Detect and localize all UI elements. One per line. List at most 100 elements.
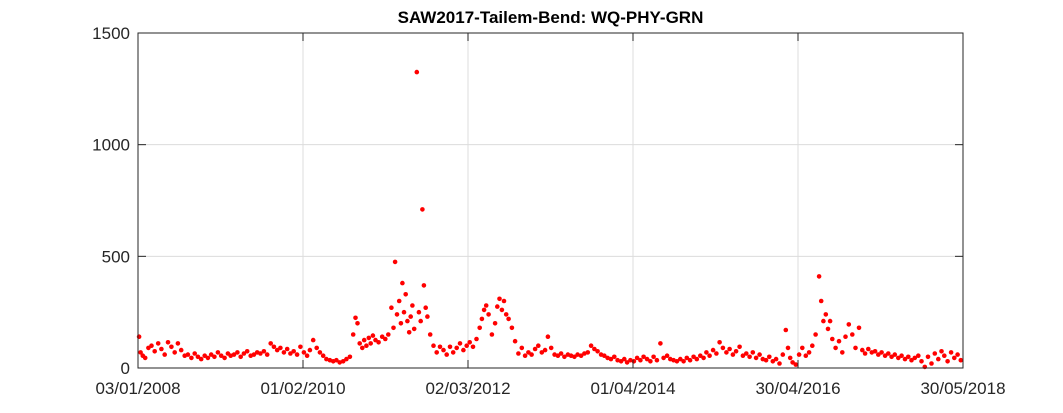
data-point [922,364,928,370]
data-point [641,354,646,360]
data-point [461,347,466,353]
data-point [796,352,802,357]
data-point [304,353,310,359]
data-point [585,350,591,355]
data-point [777,361,782,366]
data-point [162,352,167,357]
data-point [783,327,789,333]
data-point [497,296,502,302]
data-point [222,355,227,361]
data-point [747,354,752,360]
data-point [195,354,201,360]
data-point [592,346,597,352]
data-point [843,334,848,340]
data-point [185,352,191,357]
data-point [284,346,290,352]
data-point [406,330,412,335]
data-point [434,350,440,355]
data-point [495,304,500,309]
data-point [803,353,809,359]
data-point [631,359,637,364]
data-point [800,345,805,351]
x-tick-label: 01/02/2010 [260,379,345,398]
data-point [178,347,184,353]
data-point [816,274,822,279]
x-tick-label: 03/01/2008 [95,379,180,398]
data-point [661,355,666,361]
data-point [840,350,845,355]
data-point [948,350,954,355]
data-point [545,334,551,340]
data-point [416,309,422,315]
data-point [727,346,732,352]
data-point [929,361,934,366]
data-point [519,345,525,351]
data-point [886,351,891,356]
data-point [370,333,376,338]
data-point [618,359,624,364]
data-point [403,292,409,297]
data-point [411,326,417,332]
data-point [425,314,430,319]
data-point [912,355,918,361]
data-point [615,357,620,363]
data-point [876,352,881,357]
axis-ticks: 0 500 1000 1500 03/01/2008 01/02/2010 02/03/20… [92,24,1005,398]
data-point [418,318,424,324]
data-point [212,354,217,360]
data-point [806,350,812,355]
data-point [218,353,224,359]
data-point [750,350,756,355]
y-tick-label: 1500 [92,24,130,43]
data-point [572,354,577,360]
data-point [684,355,690,361]
data-point [678,356,683,362]
data-point [271,344,277,350]
chart-title: SAW2017-Tailem-Bend: WQ-PHY-GRN [398,8,704,27]
data-point [361,337,367,343]
data-point [821,318,826,324]
data-point [251,352,257,357]
data-point [691,354,696,360]
data-point [542,347,548,353]
data-point [860,347,865,353]
data-point [298,344,303,350]
data-point [825,326,831,332]
x-tick-label: 02/03/2012 [425,379,510,398]
data-point [320,353,326,359]
data-point [317,350,323,355]
data-point [238,354,243,360]
data-point [681,359,686,364]
data-point [916,353,921,359]
data-point [486,312,491,317]
data-point [628,357,633,363]
data-point [340,359,346,364]
data-point [793,362,799,367]
data-point [704,350,709,355]
data-point [155,341,161,346]
data-point [261,349,267,354]
data-point [208,352,214,357]
data-point [536,343,541,349]
data-point [945,359,950,364]
data-point [447,344,453,350]
data-point [958,357,964,363]
data-point [202,353,207,359]
data-point [324,356,329,362]
data-point [389,305,394,311]
data-point [810,343,815,349]
data-point [235,350,240,355]
data-point [787,355,793,361]
data-point [925,354,931,360]
data-point [244,349,250,354]
data-point [477,325,483,331]
data-point [364,343,369,349]
data-point [773,356,779,362]
data-point [281,350,287,355]
data-point [400,280,405,286]
data-point [664,353,670,359]
data-point [899,353,904,359]
y-tick-label: 0 [121,359,130,378]
data-point [730,352,736,357]
data-point [740,353,746,359]
